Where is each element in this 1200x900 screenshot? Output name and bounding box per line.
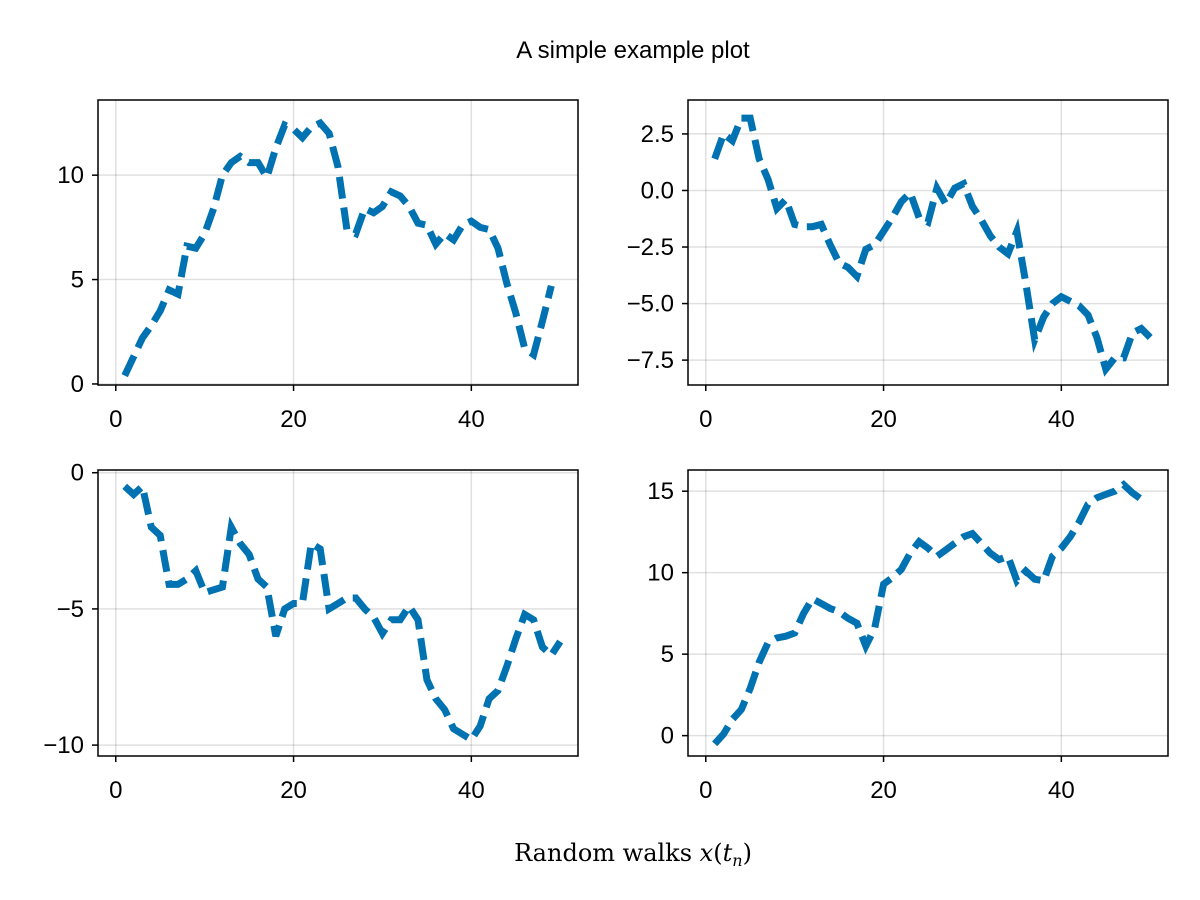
xlabel-text: Random walks bbox=[514, 839, 700, 867]
figure-xlabel: Random walks x(tn) bbox=[514, 839, 752, 870]
y-tick-label: 5 bbox=[71, 267, 84, 294]
series-group bbox=[122, 479, 564, 745]
xlabel-math-arg: t bbox=[723, 839, 733, 867]
y-tick-label: −5.0 bbox=[627, 291, 674, 318]
series-line-1 bbox=[711, 114, 1153, 377]
y-tick-label: 5 bbox=[661, 641, 674, 668]
axes-frame bbox=[687, 469, 1169, 757]
subplot-3: 0 20 40 0 −5 −10 bbox=[43, 460, 579, 804]
series-group bbox=[711, 114, 1153, 377]
y-tick-label: −7.5 bbox=[627, 347, 674, 374]
xlabel-math-var: x bbox=[700, 839, 714, 867]
y-tick-label: 0.0 bbox=[641, 177, 674, 204]
xlabel-math-sub: n bbox=[732, 851, 742, 870]
y-tick-label: 10 bbox=[647, 560, 674, 587]
x-tick-label: 40 bbox=[458, 406, 485, 433]
x-tick-label: 20 bbox=[280, 777, 307, 804]
xlabel-open-paren: ( bbox=[713, 839, 722, 867]
subplot-4: 0 20 40 0 5 10 15 bbox=[647, 469, 1169, 804]
series-line-1 bbox=[712, 480, 1144, 747]
y-tick-label: 2.5 bbox=[641, 121, 674, 148]
x-tick-label: 0 bbox=[699, 406, 712, 433]
xlabel-close-paren: ) bbox=[743, 839, 752, 867]
y-tick-label: 10 bbox=[57, 162, 84, 189]
series-group bbox=[121, 118, 555, 378]
subplot-2: 0 20 40 2.5 0.0 −2.5 −5.0 −7.5 bbox=[627, 99, 1169, 433]
x-tick-label: 40 bbox=[458, 777, 485, 804]
axes-frame bbox=[97, 469, 579, 757]
x-tick-label: 40 bbox=[1048, 406, 1075, 433]
y-tick-label: 0 bbox=[661, 723, 674, 750]
subplot-grid: 0 20 40 0 5 10 0 20 40 2.5 0.0 −2.5 −5.0 −7.5 0 20 40 0 −5… bbox=[43, 99, 1169, 804]
y-tick-label: 15 bbox=[647, 478, 674, 505]
series-line-1 bbox=[121, 118, 555, 378]
x-tick-label: 20 bbox=[870, 777, 897, 804]
x-tick-label: 40 bbox=[1048, 777, 1075, 804]
subplot-1: 0 20 40 0 5 10 bbox=[57, 99, 579, 433]
axes-frame bbox=[687, 99, 1169, 386]
x-tick-label: 20 bbox=[280, 406, 307, 433]
x-tick-label: 20 bbox=[870, 406, 897, 433]
series-line-1 bbox=[122, 479, 564, 745]
y-tick-label: −5 bbox=[57, 596, 84, 623]
x-tick-label: 0 bbox=[109, 777, 122, 804]
y-tick-label: −2.5 bbox=[627, 234, 674, 261]
y-tick-label: 0 bbox=[71, 371, 84, 398]
y-tick-label: 0 bbox=[71, 460, 84, 487]
y-tick-label: −10 bbox=[43, 732, 84, 759]
x-tick-label: 0 bbox=[109, 406, 122, 433]
x-tick-label: 0 bbox=[699, 777, 712, 804]
series-group bbox=[712, 480, 1144, 747]
axes-frame bbox=[97, 99, 579, 386]
figure-title: A simple example plot bbox=[516, 37, 750, 64]
